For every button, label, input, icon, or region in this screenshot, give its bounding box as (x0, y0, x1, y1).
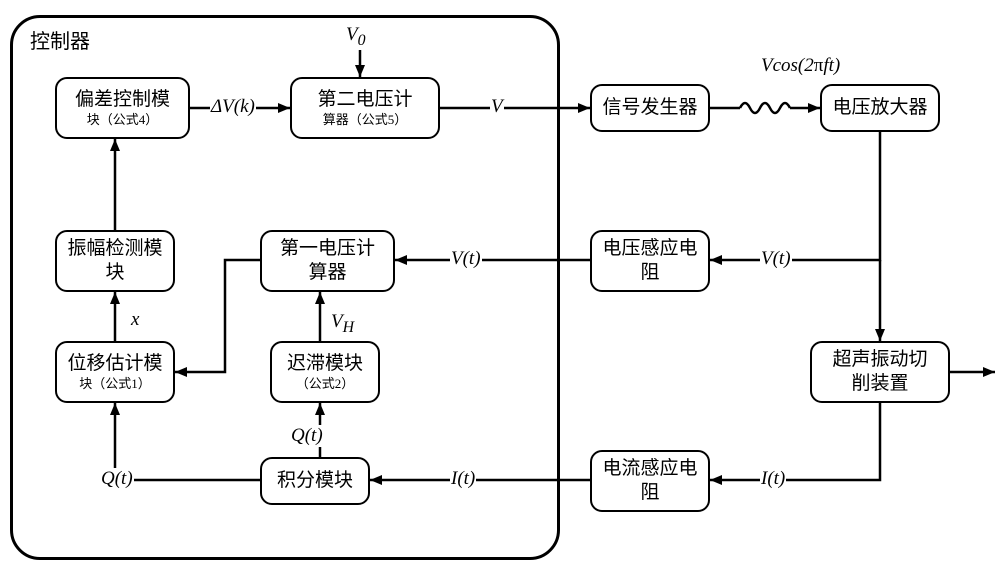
label-v0: V0 (345, 24, 367, 50)
node-disp: 位移估计模 块（公式1） (55, 341, 175, 403)
node-v1calc: 第一电压计 算器 (260, 230, 395, 292)
node-siggen: 信号发生器 (590, 84, 710, 132)
node-amp: 电压放大器 (820, 84, 940, 132)
node-usvc: 超声振动切 削装置 (810, 341, 950, 403)
node-vsense: 电压感应电 阻 (590, 230, 710, 292)
label-x: x (130, 309, 140, 331)
label-v: V (490, 96, 504, 118)
label-qt2: Q(t) (100, 468, 134, 490)
label-dvk: ΔV(k) (210, 96, 256, 118)
label-vcos: Vcos(2πft) (760, 55, 841, 77)
label-qt1: Q(t) (290, 425, 324, 447)
node-hyst: 迟滞模块 （公式2） (270, 341, 380, 403)
label-vt1: V(t) (450, 248, 482, 270)
node-integ: 积分模块 (260, 457, 370, 505)
diagram-canvas: 控制器 偏差控制模 块（公式4） 第二电压计 算器（公式5） 信号发生器 电压放… (0, 0, 1000, 578)
node-v2calc: 第二电压计 算器（公式5） (290, 77, 440, 139)
node-bias: 偏差控制模 块（公式4） (55, 77, 190, 139)
label-it1: I(t) (450, 468, 476, 490)
node-isense: 电流感应电 阻 (590, 450, 710, 512)
label-vh: VH (330, 311, 355, 337)
label-it2: I(t) (760, 468, 786, 490)
label-vt2: V(t) (760, 248, 792, 270)
controller-label: 控制器 (30, 25, 90, 54)
node-ampdet: 振幅检测模 块 (55, 230, 175, 292)
